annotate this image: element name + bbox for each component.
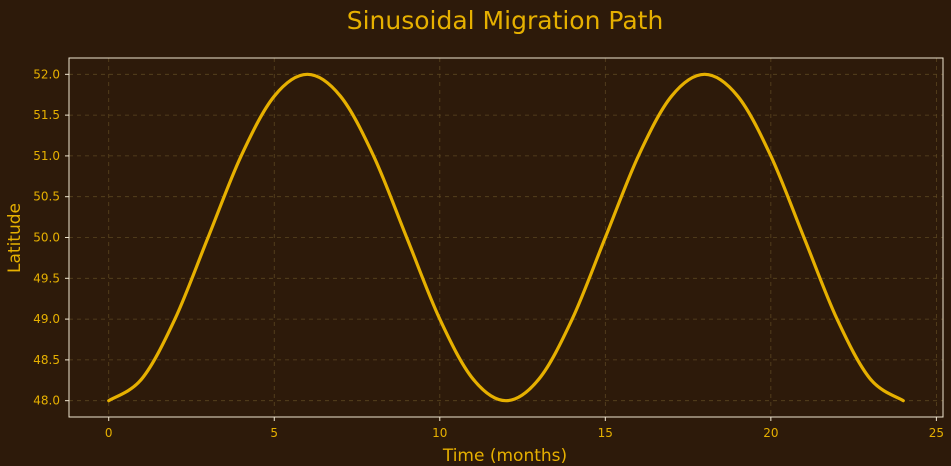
y-tick-label: 50.5 (33, 190, 60, 204)
y-tick-label: 48.0 (33, 394, 60, 408)
y-tick-label: 49.0 (33, 312, 60, 326)
y-tick-label: 49.5 (33, 271, 60, 285)
y-tick-label: 51.0 (33, 149, 60, 163)
x-tick-label: 5 (270, 426, 278, 440)
y-axis-label: Latitude (5, 203, 25, 273)
y-tick-label: 48.5 (33, 353, 60, 367)
x-tick-label: 25 (929, 426, 944, 440)
x-tick-label: 10 (432, 426, 447, 440)
x-tick-label: 15 (598, 426, 613, 440)
y-tick-label: 51.5 (33, 108, 60, 122)
x-tick-label: 0 (105, 426, 113, 440)
x-axis-label: Time (months) (442, 446, 567, 466)
y-tick-label: 52.0 (33, 67, 60, 81)
x-tick-label: 20 (763, 426, 778, 440)
chart-title: Sinusoidal Migration Path (347, 6, 664, 35)
y-axis-ticks: 48.0 48.5 49.0 49.5 50.0 50.5 51.0 51.5 52.0 (33, 67, 69, 408)
y-tick-label: 50.0 (33, 231, 60, 245)
series-layer (107, 72, 905, 403)
grid-lines (69, 58, 943, 417)
x-axis-ticks: 0 5 10 15 20 25 (105, 417, 944, 440)
series-line (107, 72, 905, 403)
